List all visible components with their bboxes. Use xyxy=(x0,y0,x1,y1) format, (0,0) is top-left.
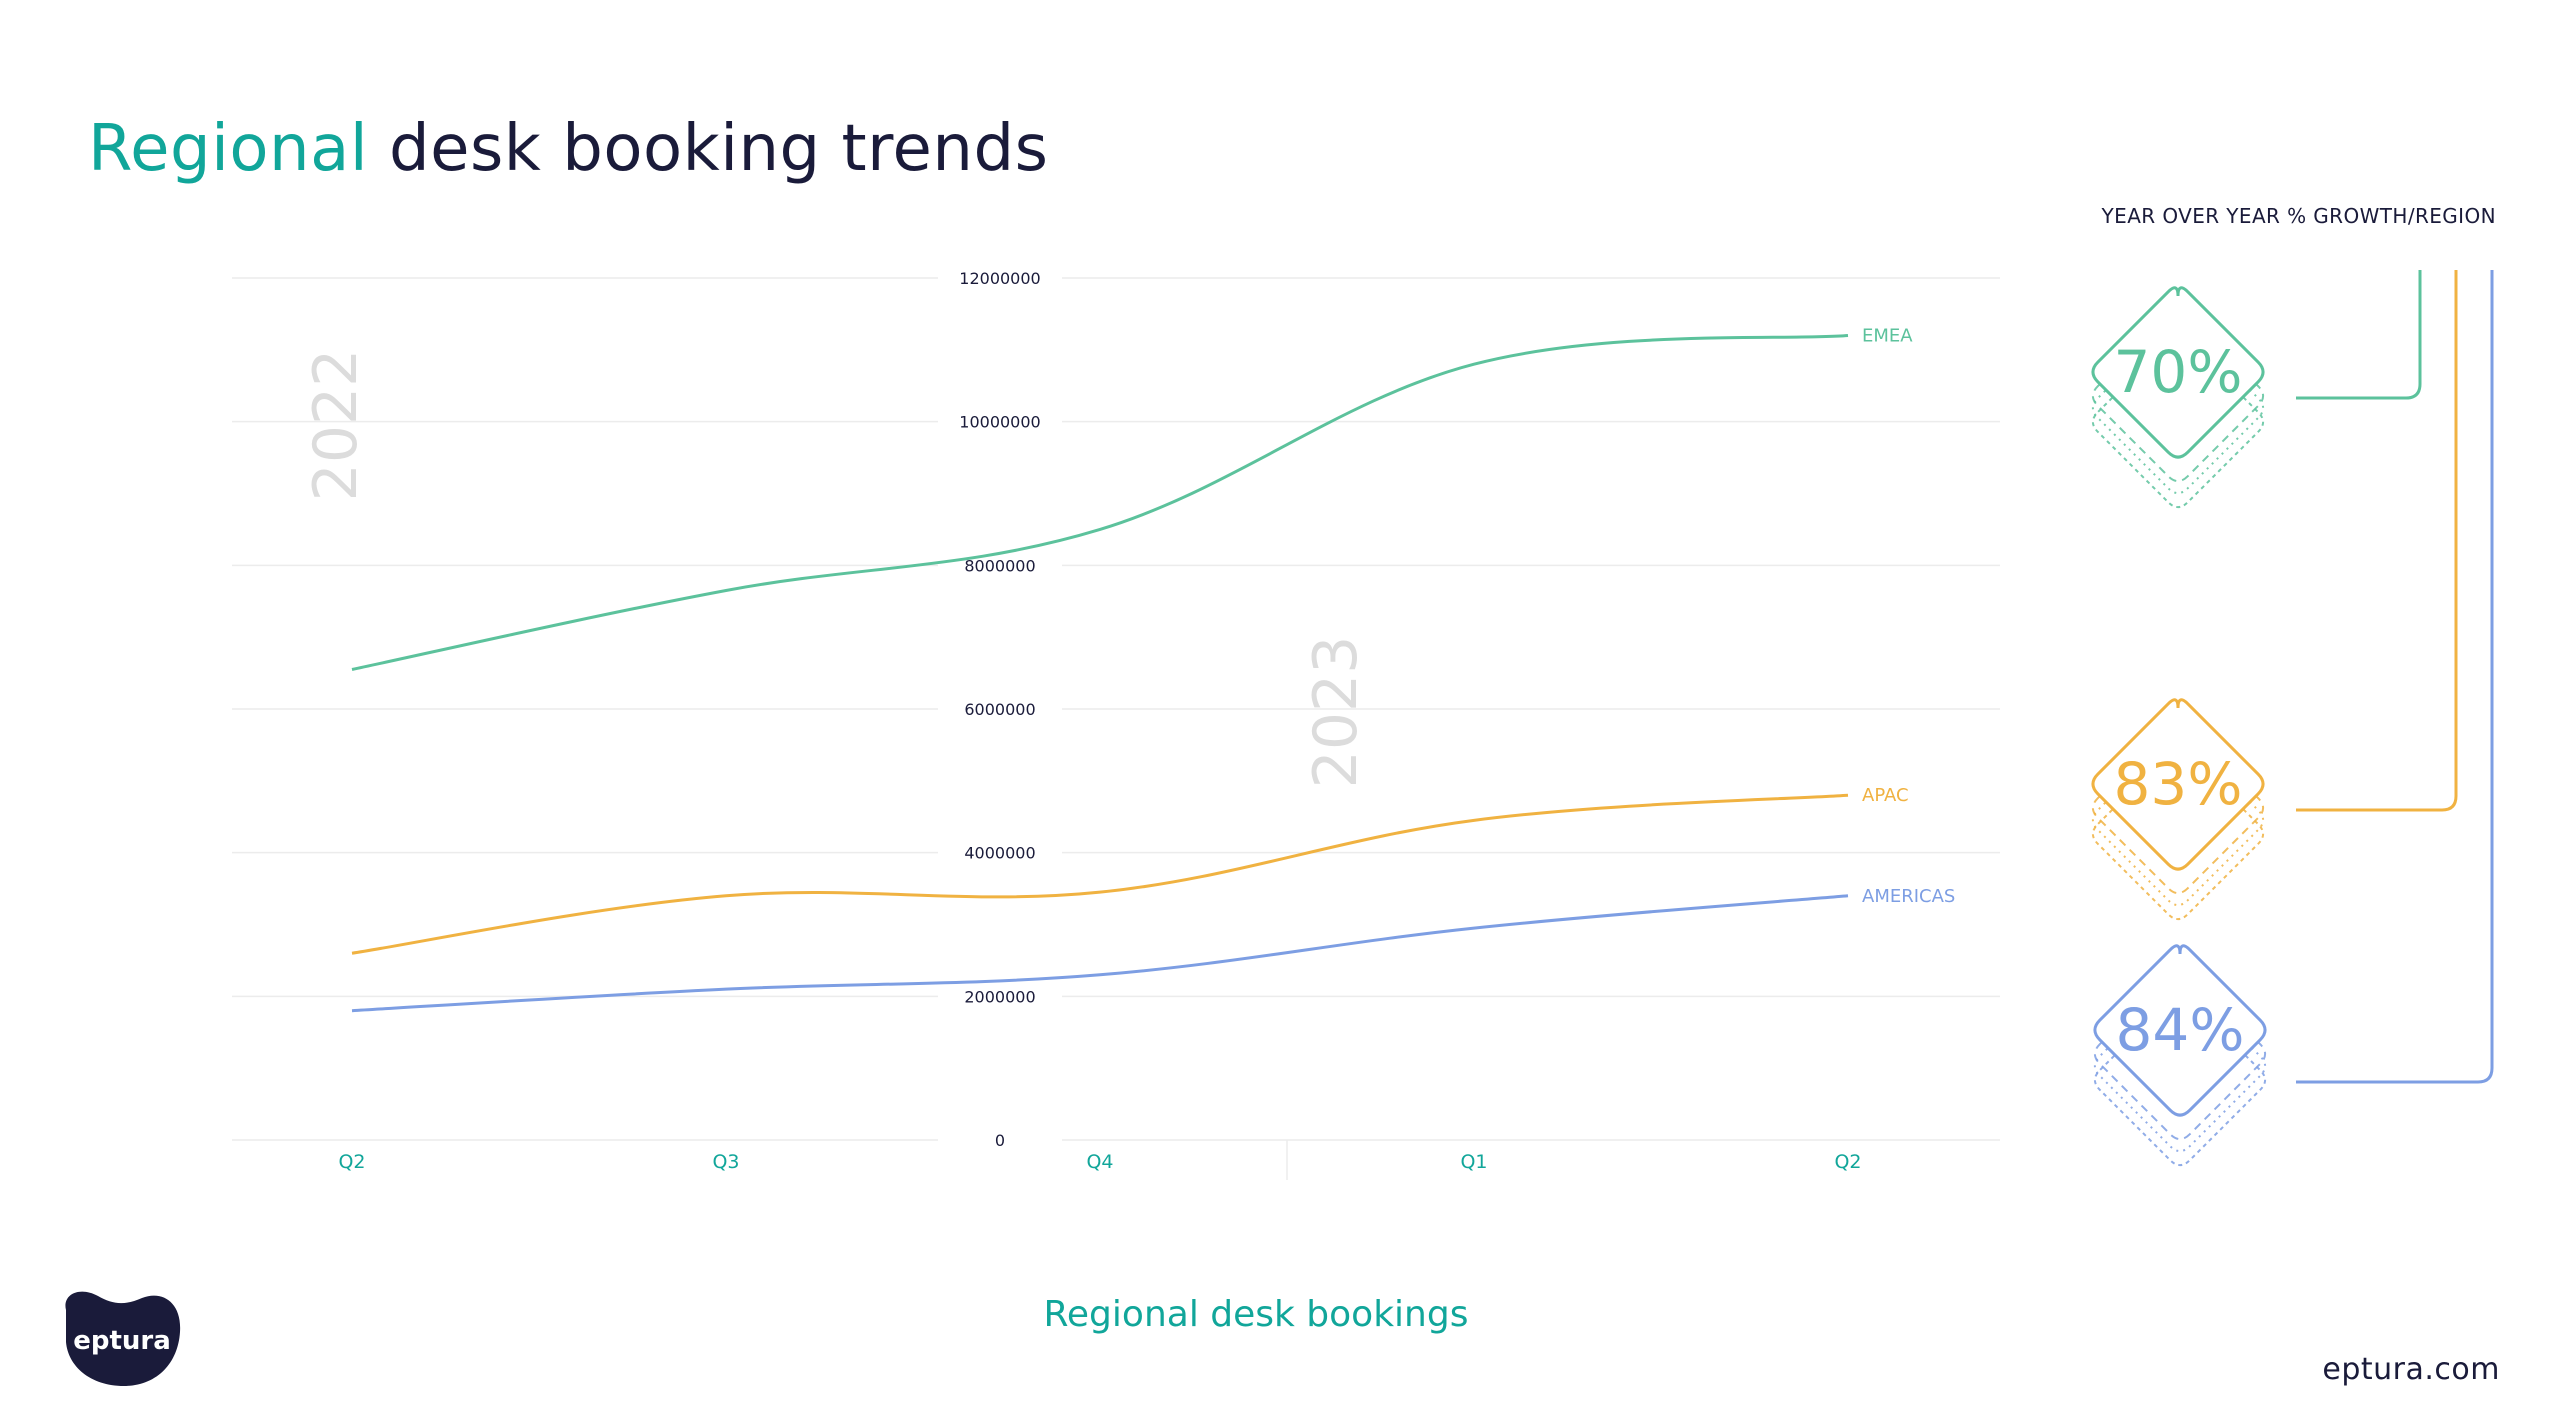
ytick-label-bg xyxy=(938,407,1062,432)
year-watermark-2023: 2023 xyxy=(1301,636,1371,789)
title-rest: desk booking trends xyxy=(368,112,1049,186)
ytick-label: 12000000 xyxy=(959,269,1040,288)
series-label-apac: APAC xyxy=(1862,785,1909,806)
ytick-label-bg xyxy=(938,982,1062,1007)
title-accent: Regional xyxy=(88,112,369,186)
series-label-emea: EMEA xyxy=(1862,325,1913,346)
ytick-label: 10000000 xyxy=(959,413,1040,432)
ytick-label: 6000000 xyxy=(964,700,1035,719)
badge-diamond-emea xyxy=(2091,286,2265,459)
site-url: eptura.com xyxy=(2322,1352,2500,1387)
yoy-growth-heading: YEAR OVER YEAR % GROWTH/REGION xyxy=(2101,204,2496,228)
badge-connector-americas xyxy=(2296,270,2494,1084)
growth-value-apac: 83% xyxy=(2114,750,2243,818)
line-chart: 2022 2023 0 2000000 4000000 6000000 8000000 100… xyxy=(232,264,2000,1180)
ytick-label: 0 xyxy=(995,1131,1005,1150)
badge-connector-emea xyxy=(2296,270,2422,400)
xtick-label: Q1 xyxy=(1460,1151,1487,1173)
logo-text: eptura xyxy=(73,1326,171,1356)
eptura-logo: eptura xyxy=(60,1288,184,1388)
growth-value-americas: 84% xyxy=(2116,996,2245,1064)
badge-diamond-americas xyxy=(2093,944,2267,1117)
ytick-label-bg xyxy=(938,695,1062,719)
xtick-label: Q2 xyxy=(1834,1151,1861,1173)
badge-connector-apac xyxy=(2296,270,2458,812)
xtick-label: Q2 xyxy=(338,1151,365,1173)
growth-value-emea: 70% xyxy=(2114,338,2243,406)
series-line-emea xyxy=(351,333,1849,671)
year-watermark-2022: 2022 xyxy=(301,349,371,502)
ytick-label-bg xyxy=(938,264,1062,288)
series-label-americas: AMERICAS xyxy=(1862,886,1955,907)
ytick-label-bg xyxy=(938,1126,1062,1150)
ytick-label: 4000000 xyxy=(964,844,1035,863)
ytick-label-bg xyxy=(938,551,1062,576)
page-title: Regional desk booking trends xyxy=(88,112,1048,186)
series-line-americas xyxy=(351,894,1849,1013)
series-line-apac xyxy=(351,793,1849,955)
xtick-label: Q3 xyxy=(712,1151,739,1173)
badge-diamond-apac xyxy=(2091,698,2265,871)
logo-blob-icon xyxy=(65,1291,181,1386)
ytick-label: 2000000 xyxy=(964,987,1035,1006)
xtick-label: Q4 xyxy=(1086,1151,1113,1173)
ytick-label-bg xyxy=(938,838,1062,863)
chart-caption: Regional desk bookings xyxy=(1043,1294,1469,1335)
ytick-label: 8000000 xyxy=(964,556,1035,575)
